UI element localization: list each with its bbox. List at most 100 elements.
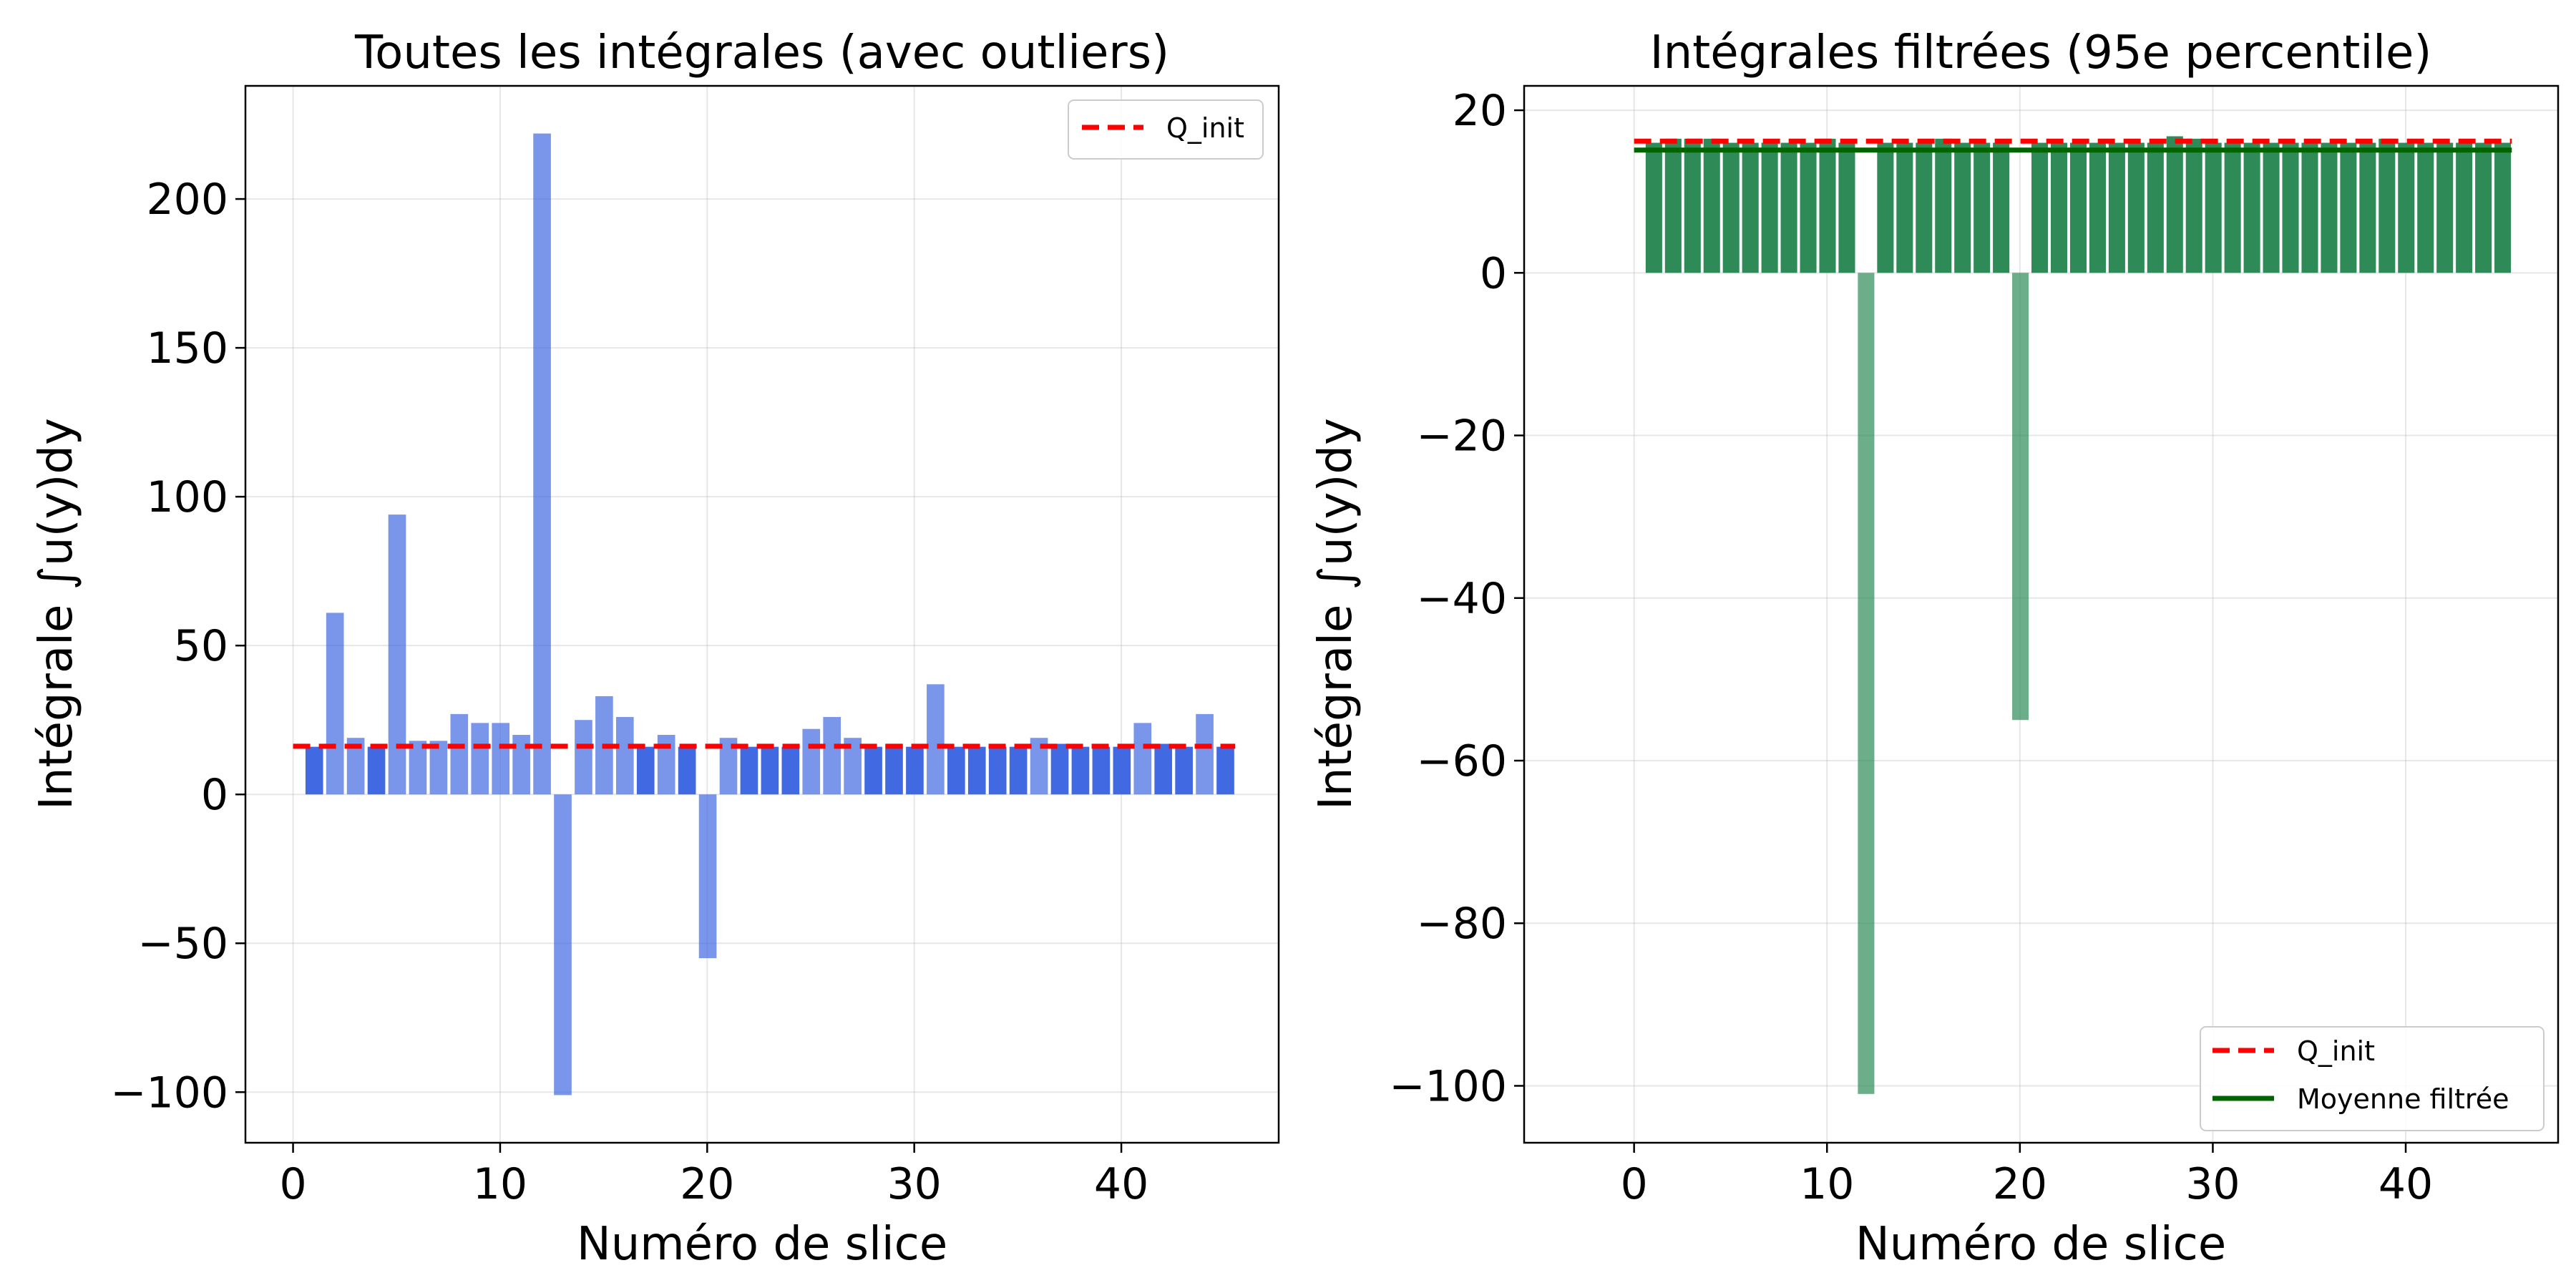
left-y-tick-label: 50 bbox=[174, 621, 228, 671]
left-bars-group bbox=[305, 133, 1234, 1096]
right-bar bbox=[2475, 142, 2492, 273]
left-bar bbox=[947, 746, 965, 795]
right-ticks-group: 0 10 20 30 40 −100 −80 −60 −40 −20 0 20 bbox=[1389, 86, 2433, 1209]
right-reference-lines bbox=[1634, 138, 2512, 153]
left-y-tick-label: −50 bbox=[137, 919, 228, 969]
left-bar bbox=[492, 723, 510, 795]
right-legend: Q_init Moyenne filtrée bbox=[2200, 1026, 2545, 1131]
left-bar bbox=[864, 746, 882, 795]
left-legend-label-q-init: Q_init bbox=[1166, 112, 1244, 144]
right-bar bbox=[1993, 142, 2010, 273]
left-y-tick-label: 200 bbox=[146, 175, 228, 225]
right-bar bbox=[1684, 138, 1701, 273]
left-bar bbox=[1092, 746, 1111, 795]
right-bar bbox=[1858, 273, 1875, 1094]
right-bar bbox=[2494, 142, 2512, 273]
left-x-tick-label: 10 bbox=[473, 1159, 527, 1209]
right-bar bbox=[2436, 142, 2454, 273]
right-bar bbox=[2069, 142, 2087, 273]
left-bar bbox=[1050, 743, 1069, 795]
left-bar bbox=[409, 741, 427, 795]
left-bar bbox=[1196, 713, 1214, 795]
left-bar bbox=[615, 717, 634, 795]
left-bar bbox=[554, 794, 572, 1096]
right-bar bbox=[2089, 142, 2106, 273]
right-bar bbox=[1935, 138, 1952, 273]
right-bar bbox=[2127, 142, 2145, 273]
right-chart-title: Intégrales filtrées (95e percentile) bbox=[1650, 26, 2432, 79]
left-bar bbox=[823, 717, 841, 795]
right-bar bbox=[1877, 142, 1894, 273]
right-y-tick-label: −60 bbox=[1416, 736, 1507, 786]
left-bar bbox=[885, 743, 903, 795]
right-y-tick-label: −100 bbox=[1389, 1061, 1507, 1111]
right-bar bbox=[1916, 142, 1933, 273]
left-bar bbox=[636, 746, 655, 795]
left-bar bbox=[988, 746, 1007, 795]
left-y-tick-label: −100 bbox=[110, 1068, 228, 1118]
left-bar bbox=[802, 728, 821, 795]
left-bar bbox=[1113, 746, 1131, 795]
left-bar bbox=[761, 746, 779, 795]
left-x-tick-label: 30 bbox=[887, 1159, 942, 1209]
left-legend: Q_init bbox=[1068, 99, 1264, 160]
right-bar bbox=[1974, 142, 1991, 273]
right-bar bbox=[1703, 138, 1720, 273]
right-bar bbox=[1896, 142, 1913, 273]
left-x-tick-label: 0 bbox=[279, 1159, 306, 1209]
right-plot-frame bbox=[1523, 84, 2560, 1144]
right-bar bbox=[2398, 142, 2415, 273]
left-bar bbox=[967, 746, 986, 795]
left-bar bbox=[367, 746, 386, 795]
left-bar bbox=[1216, 746, 1234, 795]
left-y-tick-label: 100 bbox=[146, 472, 228, 522]
left-bar bbox=[1133, 723, 1152, 795]
right-bar bbox=[2417, 142, 2434, 273]
left-bar bbox=[1175, 746, 1193, 795]
left-bar bbox=[575, 720, 592, 795]
left-bar bbox=[471, 723, 489, 795]
left-bar bbox=[429, 741, 448, 795]
right-bar bbox=[1742, 142, 1759, 273]
right-y-tick-label: −80 bbox=[1416, 899, 1507, 949]
right-x-tick-label: 30 bbox=[2185, 1159, 2240, 1209]
left-bar bbox=[388, 514, 406, 795]
right-bar bbox=[1664, 138, 1682, 273]
left-bar bbox=[698, 794, 717, 959]
left-bar bbox=[533, 133, 551, 795]
left-bar bbox=[740, 746, 758, 795]
left-bar bbox=[326, 613, 344, 795]
left-bar bbox=[906, 746, 924, 795]
left-chart-panel: 0 10 20 30 40 −100 −50 0 50 100 150 200 Toutes les … bbox=[30, 26, 1280, 1271]
right-bar bbox=[1780, 142, 1797, 273]
right-y-tick-label: 0 bbox=[1480, 248, 1507, 298]
right-bar bbox=[2050, 142, 2068, 273]
right-bar bbox=[2340, 142, 2357, 273]
right-y-tick-label: −40 bbox=[1416, 574, 1507, 624]
left-gridlines bbox=[245, 86, 1279, 1143]
right-bar bbox=[2379, 138, 2396, 273]
right-x-tick-label: 40 bbox=[2379, 1159, 2433, 1209]
right-bar bbox=[2166, 136, 2183, 273]
right-bar bbox=[1761, 142, 1778, 273]
right-bar bbox=[1722, 142, 1740, 273]
right-chart-panel: 0 10 20 30 40 −100 −80 −60 −40 −20 0 20 Intégrales … bbox=[1309, 26, 2560, 1271]
right-legend-box bbox=[2200, 1026, 2545, 1131]
left-bar bbox=[678, 746, 696, 795]
left-bar bbox=[1154, 743, 1173, 795]
right-bar bbox=[1954, 142, 1971, 273]
left-x-tick-label: 20 bbox=[680, 1159, 734, 1209]
right-bar bbox=[2321, 142, 2338, 273]
left-legend-box bbox=[1068, 99, 1264, 160]
right-bar bbox=[2031, 142, 2049, 273]
left-plot-frame bbox=[244, 84, 1280, 1144]
right-bar bbox=[2243, 142, 2260, 273]
right-y-tick-label: 20 bbox=[1453, 86, 1507, 136]
right-bar bbox=[2301, 142, 2318, 273]
right-bar bbox=[2108, 142, 2125, 273]
right-bar bbox=[1645, 142, 1662, 273]
right-x-tick-label: 10 bbox=[1800, 1159, 1854, 1209]
left-x-axis-label: Numéro de slice bbox=[577, 1218, 947, 1271]
right-bar bbox=[2012, 273, 2029, 721]
